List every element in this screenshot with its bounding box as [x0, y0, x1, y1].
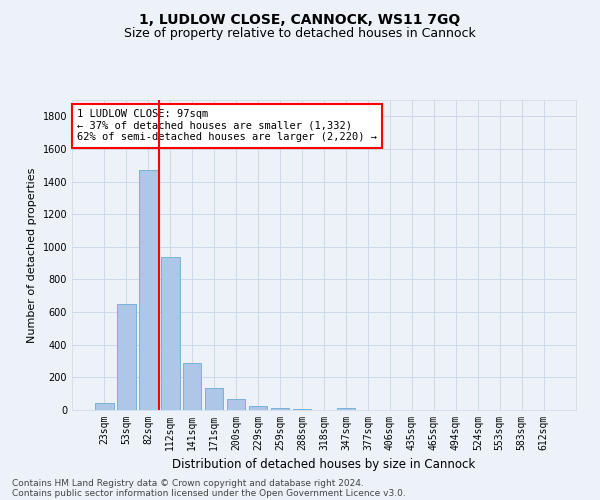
Bar — [293, 409, 311, 410]
Bar — [227, 400, 245, 410]
Text: 1 LUDLOW CLOSE: 97sqm
← 37% of detached houses are smaller (1,332)
62% of semi-d: 1 LUDLOW CLOSE: 97sqm ← 37% of detached … — [77, 110, 377, 142]
Text: Contains public sector information licensed under the Open Government Licence v3: Contains public sector information licen… — [12, 488, 406, 498]
Bar — [161, 258, 179, 410]
X-axis label: Distribution of detached houses by size in Cannock: Distribution of detached houses by size … — [172, 458, 476, 471]
Text: Size of property relative to detached houses in Cannock: Size of property relative to detached ho… — [124, 28, 476, 40]
Bar — [337, 408, 355, 410]
Y-axis label: Number of detached properties: Number of detached properties — [27, 168, 37, 342]
Bar — [95, 404, 113, 410]
Bar — [271, 408, 289, 410]
Text: 1, LUDLOW CLOSE, CANNOCK, WS11 7GQ: 1, LUDLOW CLOSE, CANNOCK, WS11 7GQ — [139, 12, 461, 26]
Text: Contains HM Land Registry data © Crown copyright and database right 2024.: Contains HM Land Registry data © Crown c… — [12, 478, 364, 488]
Bar — [117, 304, 136, 410]
Bar — [249, 406, 268, 410]
Bar — [139, 170, 158, 410]
Bar — [183, 362, 202, 410]
Bar — [205, 388, 223, 410]
